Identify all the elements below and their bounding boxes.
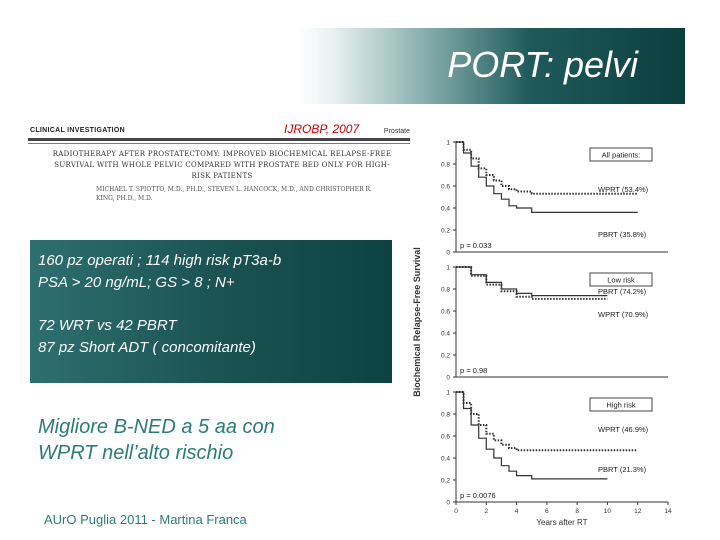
panel-2-p-value: p = 0.98: [460, 366, 487, 375]
panel-3-y-tick-label: 0.4: [441, 456, 450, 463]
info-line-3: 72 WRT vs 42 PBRT: [38, 317, 177, 334]
panel-2-y-tick-label: 0.8: [441, 287, 450, 294]
survival-chart-svg: Biochemical Relapse-Free Survival 0 0.2 0.4…: [412, 140, 672, 528]
paper-header-excerpt: CLINICAL INVESTIGATION Prostate RADIOTHE…: [28, 125, 410, 205]
x-tick-label: 14: [664, 508, 672, 515]
x-axis-label: Years after RT: [536, 518, 587, 527]
panel-3-legend-1: WPRT (46.9%): [598, 425, 649, 434]
panel-1-y-tick-label: 0.2: [441, 228, 450, 235]
panel-3-y-tick-label: 0.6: [441, 434, 450, 441]
journal-reference: IJROBP, 2007: [284, 122, 360, 136]
x-tick-label: 2: [484, 508, 488, 515]
x-tick-label: 4: [515, 508, 519, 515]
panel-3-y-tick-label: 0.2: [441, 478, 450, 485]
paper-rule-thick: [28, 138, 410, 141]
paper-authors: MICHAEL T. SPIOTTO, M.D., PH.D., STEVEN …: [96, 186, 372, 202]
panel-1-y-tick-label: 0: [446, 250, 450, 257]
panel-2-y-tick-label: 0.2: [441, 353, 450, 360]
title-banner: [297, 28, 685, 104]
panel-3-y-tick-label: 0: [446, 500, 450, 507]
panel-2-label: Low risk: [607, 276, 635, 285]
panel-3-label: High risk: [606, 401, 635, 410]
footer-text: AUrO Puglia 2011 - Martina Franca: [44, 512, 247, 527]
conclusion-text: Migliore B-NED a 5 aa con WPRT nell’alto…: [38, 414, 275, 466]
info-line-1: 160 pz operati ; 114 high risk pT3a-b: [38, 252, 282, 269]
info-line-4: 87 pz Short ADT ( concomitante): [38, 339, 256, 356]
panel-1-label-box: [589, 147, 653, 162]
panel-3-legend-2: PBRT (21.3%): [598, 465, 647, 474]
panel-3-series-2-line: [456, 391, 608, 480]
panel-1-p-value: p = 0.033: [460, 241, 492, 250]
panel-1-legend-1: WPRT (53.4%): [598, 185, 649, 194]
panel-1-y-tick-label: 1: [446, 140, 450, 147]
panel-2-y-tick-label: 0.6: [441, 309, 450, 316]
paper-section: CLINICAL INVESTIGATION: [30, 127, 126, 134]
survival-chart: Biochemical Relapse-Free Survival 0 0.2 0.4…: [398, 132, 720, 532]
info-line-2: PSA > 20 ng/mL; GS > 8 ; N+: [38, 274, 235, 291]
x-tick-label: 10: [604, 508, 612, 515]
panel-2-legend-2: WPRT (70.9%): [598, 310, 649, 319]
y-axis-label: Biochemical Relapse-Free Survival: [412, 247, 422, 397]
study-info-box: 160 pz operati ; 114 high risk pT3a-b PS…: [30, 240, 392, 383]
x-tick-label: 12: [634, 508, 642, 515]
panel-2-y-tick-label: 0.4: [441, 331, 450, 338]
panel-1-series-2-line: [456, 141, 638, 213]
panel-1-series-1-line: [456, 141, 638, 195]
panel-2-legend-1: PBRT (74.2%): [598, 287, 647, 296]
paper-title: RADIOTHERAPY AFTER PROSTATECTOMY: IMPROV…: [52, 150, 392, 180]
panel-1-y-tick-label: 0.6: [441, 184, 450, 191]
panel-3-series-1-line: [456, 391, 638, 452]
panel-2-y-tick-label: 0: [446, 375, 450, 382]
x-tick-label: 8: [575, 508, 579, 515]
panel-3-y-tick-label: 1: [446, 390, 450, 397]
panel-1-legend-2: PBRT (35.8%): [598, 230, 647, 239]
paper-rule-thin: [28, 143, 410, 144]
paper-category: Prostate: [383, 128, 410, 135]
panel-1-label: All patients:: [602, 151, 641, 160]
x-tick-label: 6: [545, 508, 549, 515]
panel-3-y-tick-label: 0.8: [441, 412, 450, 419]
slide-title: PORT: pelvi: [447, 44, 638, 85]
conclusion-line-1: Migliore B-NED a 5 aa con: [38, 416, 275, 438]
panel-2-series-1-line: [456, 266, 608, 297]
panel-3-label-box: [589, 397, 653, 412]
panel-2-series-2-line: [456, 266, 608, 300]
panel-1-y-tick-label: 0.8: [441, 162, 450, 169]
conclusion-line-2: WPRT nell’alto rischio: [38, 442, 234, 464]
panel-1-y-tick-label: 0.4: [441, 206, 450, 213]
panel-2-y-tick-label: 1: [446, 265, 450, 272]
panel-3-p-value: p = 0.0076: [460, 491, 496, 500]
x-tick-label: 0: [454, 508, 458, 515]
panel-2-label-box: [589, 272, 653, 287]
